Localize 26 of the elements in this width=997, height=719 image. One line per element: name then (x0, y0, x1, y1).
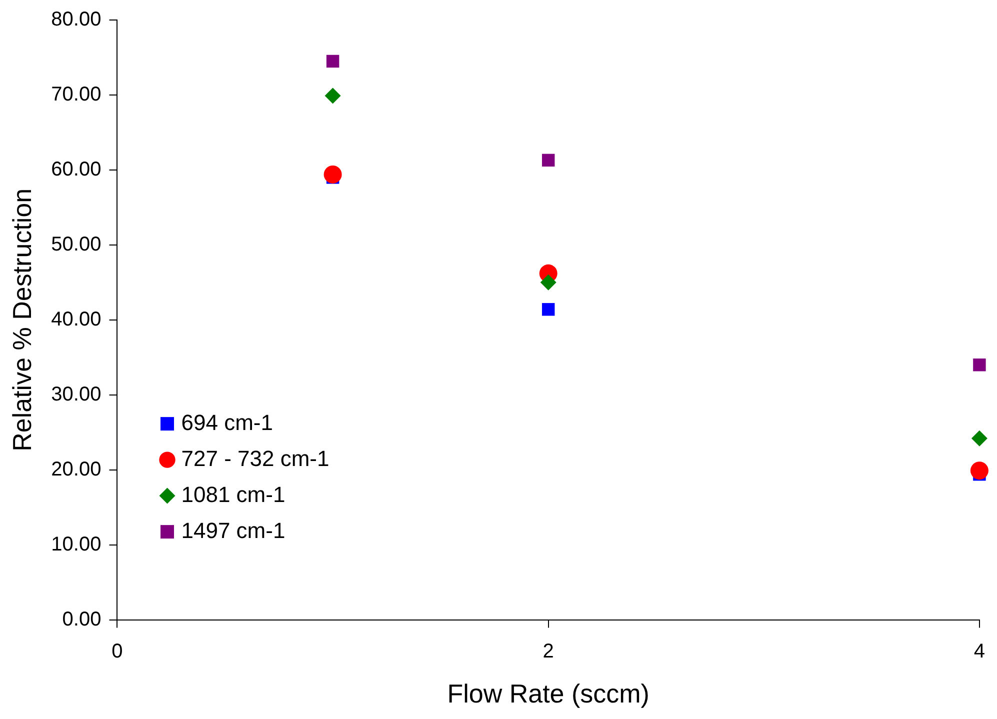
point (973, 358, 986, 372)
point (970, 462, 988, 480)
x-tick-label: 2 (542, 640, 554, 662)
y-tick-label: 60.00 (51, 158, 102, 180)
y-tick-label: 40.00 (51, 308, 102, 330)
y-tick-label: 70.00 (51, 83, 102, 106)
point (542, 154, 555, 167)
legend-label: 727 - 732 cm-1 (181, 446, 330, 471)
y-axis-title: Relative % Destruction (6, 188, 37, 452)
y-tick-label: 80.00 (51, 8, 102, 31)
y-tick-label: 30.00 (51, 383, 102, 406)
legend-label: 1081 cm-1 (181, 482, 286, 507)
point (971, 430, 988, 446)
y-tick-label: 10.00 (51, 533, 102, 556)
y-tick-label: 20.00 (51, 458, 102, 480)
point (540, 274, 556, 290)
x-axis-title: Flow Rate (sccm) (447, 678, 650, 709)
x-tick-label: 0 (112, 640, 123, 662)
y-tick-label: 50.00 (51, 233, 102, 256)
legend-label: 694 cm-1 (181, 410, 273, 435)
y-tick-label: 0.00 (62, 608, 102, 630)
x-tick-label: 4 (974, 640, 985, 662)
point (324, 88, 341, 104)
point (542, 303, 555, 316)
legend-label: 1497 cm-1 (181, 518, 286, 543)
point (326, 54, 340, 68)
